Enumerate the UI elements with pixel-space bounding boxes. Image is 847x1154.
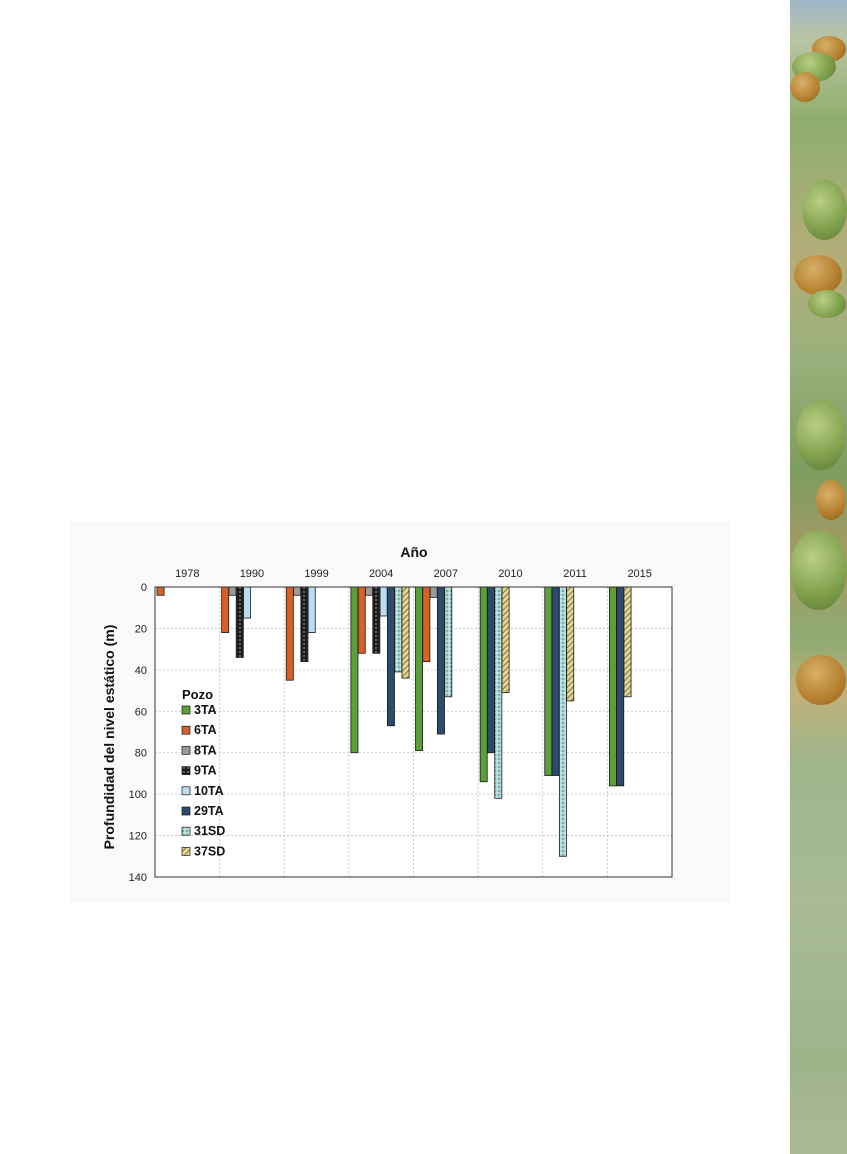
plot-frame	[154, 586, 673, 878]
bar-6ta-2004	[357, 586, 366, 654]
cactus-fruit	[816, 480, 846, 520]
legend-swatch-37sd	[181, 847, 191, 856]
bar-3ta-2011	[544, 586, 553, 776]
gridlines	[155, 587, 672, 877]
bar-9ta-1999	[300, 586, 309, 662]
legend-swatch-8ta	[181, 746, 191, 755]
y-tick-label: 60	[135, 706, 147, 718]
legend: Pozo 3TA 6TA 8TA 9TA 10TA 29TA 31SD 37SD	[181, 687, 225, 858]
chart-title: Año	[400, 544, 427, 560]
legend-swatch-6ta	[181, 725, 191, 735]
cactus-pad	[790, 530, 847, 610]
bar-31sd-2010	[494, 586, 503, 799]
bar-37sd-2015	[623, 586, 632, 698]
bar-8ta-1999	[293, 586, 302, 596]
bar-9ta-1990	[235, 586, 244, 658]
bar-29ta-2007	[436, 586, 445, 735]
bar-8ta-1990	[228, 586, 237, 596]
bar-3ta-2010	[479, 586, 488, 783]
bar-8ta-2004	[365, 586, 373, 596]
cactus-photo-strip	[790, 0, 847, 1154]
cactus-pad	[808, 290, 846, 318]
bar-10ta-1999	[307, 586, 316, 633]
bar-3ta-2004	[350, 586, 359, 754]
legend-label-9ta: 9TA	[194, 764, 217, 778]
x-tick-label: 1978	[175, 568, 199, 580]
bar-37sd-2004	[401, 586, 410, 679]
bars	[156, 586, 632, 857]
bar-6ta-2007	[422, 586, 431, 662]
bar-29ta-2011	[551, 586, 560, 776]
depth-bar-chart: Año Profundidad del nivel estático (m) 0…	[101, 544, 673, 884]
chart-panel: Año Profundidad del nivel estático (m) 0…	[70, 522, 730, 902]
cactus-fruit	[796, 655, 846, 705]
bar-3ta-2007	[415, 586, 423, 752]
y-tick-label: 140	[129, 872, 147, 884]
y-tick-label: 120	[129, 831, 147, 843]
bar-31sd-2004	[394, 586, 403, 673]
bar-37sd-2010	[501, 586, 510, 694]
legend-label-37sd: 37SD	[194, 844, 225, 858]
bar-10ta-1990	[243, 586, 252, 619]
cactus-fruit	[794, 255, 842, 295]
bar-29ta-2004	[386, 586, 395, 727]
legend-swatch-10ta	[181, 786, 191, 796]
legend-label-8ta: 8TA	[194, 743, 217, 757]
legend-label-10ta: 10TA	[194, 784, 224, 798]
bar-8ta-2007	[429, 586, 438, 598]
bar-31sd-2007	[444, 586, 453, 698]
y-tick-label: 0	[141, 582, 147, 594]
legend-swatch-9ta	[181, 766, 191, 775]
bar-6ta-1990	[221, 586, 230, 633]
bar-6ta-1978	[156, 586, 165, 596]
x-tick-label: 2015	[627, 568, 651, 580]
legend-swatch-29ta	[181, 806, 191, 816]
y-tick-label: 80	[135, 748, 147, 760]
legend-label-29ta: 29TA	[194, 804, 224, 818]
y-axis-label: Profundidad del nivel estático (m)	[101, 625, 117, 850]
cactus-fruit	[790, 72, 820, 102]
legend-title: Pozo	[182, 687, 213, 702]
legend-swatch-3ta	[181, 705, 191, 715]
bar-29ta-2015	[616, 586, 625, 787]
axes: 0 20 40 60 80 100 120 140 1978 1990 1999 2004 2007 20…	[129, 568, 673, 884]
legend-label-6ta: 6TA	[194, 723, 217, 737]
bar-37sd-2011	[566, 586, 575, 702]
y-tick-label: 40	[135, 665, 147, 677]
bar-31sd-2011	[558, 586, 567, 857]
y-tick-label: 20	[135, 623, 147, 635]
bar-6ta-1999	[285, 586, 294, 681]
y-tick-label: 100	[129, 789, 147, 801]
bar-3ta-2015	[608, 586, 617, 787]
legend-label-3ta: 3TA	[194, 703, 217, 717]
x-tick-label: 2004	[369, 568, 393, 580]
x-tick-label: 1990	[240, 568, 264, 580]
cactus-pad	[796, 400, 846, 470]
cactus-pad	[802, 180, 847, 240]
bar-10ta-2004	[379, 586, 388, 617]
bar-29ta-2010	[487, 586, 495, 754]
bar-9ta-2004	[372, 586, 381, 654]
x-tick-label: 2010	[498, 568, 522, 580]
legend-swatch-31sd	[181, 826, 191, 836]
x-tick-label: 2011	[563, 568, 587, 580]
x-tick-label: 1999	[304, 568, 328, 580]
x-tick-label: 2007	[434, 568, 458, 580]
legend-label-31sd: 31SD	[194, 824, 225, 838]
